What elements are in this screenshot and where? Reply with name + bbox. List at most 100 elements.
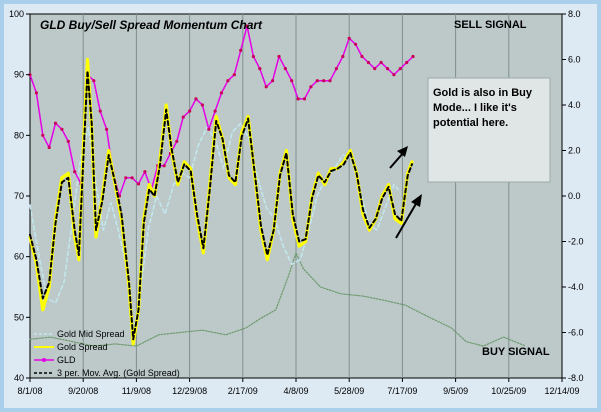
x-tick-label: 9/20/08 [68, 386, 98, 396]
gld-point [309, 85, 313, 89]
legend: Gold Mid Spread Gold Spread GLD 3 per. M… [34, 329, 180, 378]
note-line-3: potential here. [433, 117, 508, 129]
arrow-lower [395, 194, 422, 239]
y-right-tick-label: 0.0 [568, 191, 581, 201]
gld-point [315, 79, 319, 83]
y-left-tick-label: 70 [14, 191, 24, 201]
y-right-tick-label: -4.0 [568, 282, 584, 292]
gld-point [322, 79, 326, 83]
gld-point [34, 91, 39, 95]
y-right-tick-label: 8.0 [568, 9, 581, 19]
gld-point [143, 170, 147, 174]
gld-point [136, 182, 141, 186]
legend-label-mid-spread: Gold Mid Spread [57, 329, 125, 339]
note-line-1: Gold is also in Buy [433, 87, 533, 99]
x-tick-label: 7/17/09 [387, 386, 417, 396]
gld-point [239, 48, 243, 53]
y-right-tick-label: -6.0 [568, 328, 584, 338]
gld-point [130, 176, 134, 180]
gld-point [66, 139, 70, 143]
gld-point [411, 54, 415, 59]
gld-point [188, 109, 192, 113]
legend-label-gld: GLD [57, 355, 76, 365]
gld-point [328, 79, 332, 83]
y-right-tick-label: 2.0 [568, 146, 581, 156]
gld-point [373, 67, 377, 71]
gld-point [347, 36, 351, 40]
series-layer [28, 24, 527, 347]
gld-point [296, 97, 300, 101]
arrow-upper [389, 146, 408, 169]
x-tick-label: 5/28/09 [334, 386, 364, 396]
sell-signal-label: SELL SIGNAL [454, 19, 527, 31]
y-left-tick-label: 100 [9, 9, 24, 19]
x-tick-label: 10/25/09 [491, 386, 526, 396]
y-right-tick-label: 6.0 [568, 55, 581, 65]
series-line-3-per-mov-avg-gold-spread [29, 69, 413, 341]
buy-signal-label: BUY SIGNAL [482, 346, 550, 358]
gld-point [41, 133, 45, 137]
x-tick-label: 12/14/09 [544, 386, 579, 396]
gld-point [232, 73, 236, 77]
legend-marker-gld [42, 358, 46, 362]
y-right-tick-label: -8.0 [568, 373, 584, 383]
y-axis-right: -8.0 -6.0 -4.0 -2.0 0.0 2.0 4.0 6.0 8.0 [562, 9, 584, 383]
gld-point [392, 73, 396, 77]
gld-point [302, 97, 307, 101]
gld-point [200, 103, 204, 107]
gld-point [334, 67, 338, 71]
chart-title: GLD Buy/Sell Spread Momentum Chart [40, 18, 263, 32]
series-line-volume [29, 252, 527, 347]
gld-point [264, 85, 268, 89]
gld-point [341, 54, 345, 59]
gld-point [226, 79, 230, 83]
gld-point [207, 127, 211, 131]
x-axis: 8/1/08 9/20/08 11/9/08 12/29/08 2/17/09 4/8/0… [17, 378, 580, 396]
y-axis-left: 40 50 60 70 80 90 100 [9, 9, 30, 383]
y-left-tick-label: 50 [14, 312, 24, 322]
gld-point [283, 67, 287, 71]
gld-point [98, 109, 102, 113]
gld-point [398, 67, 402, 71]
gld-point [405, 60, 409, 65]
gld-point [385, 67, 390, 71]
gld-point [354, 42, 358, 46]
gld-point [194, 97, 198, 101]
y-left-tick-label: 60 [14, 252, 24, 262]
gld-point [73, 170, 77, 174]
gld-point [360, 54, 364, 59]
gld-point [219, 91, 224, 95]
x-tick-label: 2/17/09 [228, 386, 258, 396]
note-box [427, 77, 551, 183]
x-tick-label: 8/1/08 [17, 386, 42, 396]
gridlines [82, 14, 510, 378]
gld-point [277, 54, 281, 59]
gld-point [251, 54, 255, 59]
gld-point [92, 79, 96, 83]
note-line-2: Mode... I like it's [433, 102, 517, 114]
x-tick-label: 9/5/09 [443, 386, 468, 396]
y-right-tick-label: 4.0 [568, 100, 581, 110]
x-tick-label: 12/29/08 [172, 386, 207, 396]
gld-point [379, 60, 383, 65]
gld-point [366, 60, 370, 65]
gld-point [105, 127, 109, 131]
x-tick-label: 11/9/08 [122, 386, 151, 396]
gld-point [245, 24, 249, 28]
gld-point [290, 79, 294, 83]
y-right-tick-label: -2.0 [568, 237, 584, 247]
gld-point [47, 145, 51, 150]
x-tick-label: 4/8/09 [283, 386, 308, 396]
legend-label-spread: Gold Spread [57, 342, 108, 352]
legend-label-mov-avg: 3 per. Mov. Avg. (Gold Spread) [57, 368, 180, 378]
gld-point [53, 121, 58, 125]
gld-point [181, 115, 185, 119]
gld-point [124, 176, 128, 180]
y-left-tick-label: 80 [14, 130, 24, 140]
gld-point [213, 109, 217, 113]
gld-point [258, 67, 262, 71]
y-left-tick-label: 90 [14, 70, 24, 80]
y-left-tick-label: 40 [14, 373, 24, 383]
gld-point [162, 164, 166, 168]
